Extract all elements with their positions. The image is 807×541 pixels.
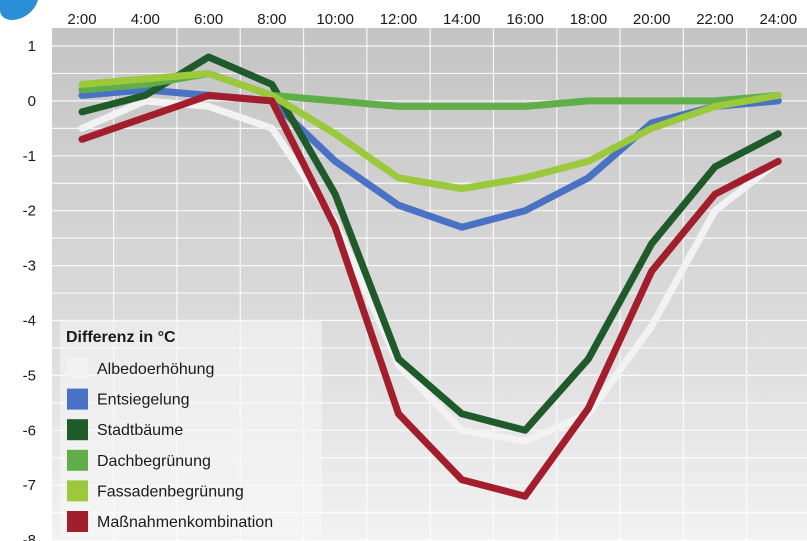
y-axis-ticks: 1 0 -1 -2 -3 -4 -5 -6 -7 -8 xyxy=(23,38,36,541)
legend-title: Differenz in °C xyxy=(66,329,176,346)
badge-icon xyxy=(0,0,38,21)
x-axis-ticks: 2:00 4:00 6:00 8:00 10:00 12:00 14:00 16:00 18:0… xyxy=(67,11,797,28)
series-line xyxy=(78,70,782,193)
y-tick-label: -4 xyxy=(23,313,36,330)
y-tick-label: -1 xyxy=(23,148,36,165)
legend-label: Dachbegrünung xyxy=(97,453,211,470)
x-tick-label: 24:00 xyxy=(760,11,798,28)
x-tick-label: 12:00 xyxy=(380,11,418,28)
legend-label: Entsiegelung xyxy=(97,392,190,409)
legend-swatch xyxy=(67,449,88,471)
y-tick-label: -2 xyxy=(23,203,36,220)
legend-items: Albedoerhöhung Entsiegelung Stadtbäume Dach… xyxy=(67,358,273,532)
x-tick-label: 4:00 xyxy=(131,11,160,28)
legend-swatch xyxy=(67,511,88,532)
y-tick-label: -6 xyxy=(23,422,36,439)
series-line xyxy=(78,53,782,434)
series-lines xyxy=(78,53,782,500)
x-tick-label: 6:00 xyxy=(194,11,223,28)
x-tick-label: 18:00 xyxy=(570,11,608,28)
x-tick-label: 8:00 xyxy=(257,11,286,28)
legend-swatch xyxy=(67,358,88,379)
x-tick-label: 20:00 xyxy=(633,11,671,28)
legend-label: Fassadenbegrünung xyxy=(97,483,244,500)
legend-swatch xyxy=(67,388,88,410)
legend-swatch xyxy=(67,480,88,502)
series-line xyxy=(78,86,782,231)
x-tick-label: 14:00 xyxy=(443,11,481,28)
legend-swatch xyxy=(67,419,88,441)
x-tick-label: 16:00 xyxy=(506,11,544,28)
x-tick-label: 22:00 xyxy=(696,11,734,28)
series-line xyxy=(78,97,782,445)
x-tick-label: 2:00 xyxy=(67,11,96,28)
series-line xyxy=(78,91,782,500)
y-tick-label: -7 xyxy=(23,477,36,494)
legend: Differenz in °C Albedoerhöhung Entsiegelu… xyxy=(60,320,322,536)
y-tick-label: 0 xyxy=(28,93,36,110)
y-tick-label: -5 xyxy=(23,367,36,384)
legend-label: Stadtbäume xyxy=(97,422,183,439)
legend-background xyxy=(60,320,322,536)
legend-label: Maßnahmenkombination xyxy=(97,514,273,531)
y-tick-label: 1 xyxy=(28,38,36,55)
y-tick-label: -3 xyxy=(23,258,36,275)
y-tick-label: -8 xyxy=(23,532,36,541)
legend-label: Albedoerhöhung xyxy=(97,361,214,378)
x-tick-label: 10:00 xyxy=(316,11,354,28)
